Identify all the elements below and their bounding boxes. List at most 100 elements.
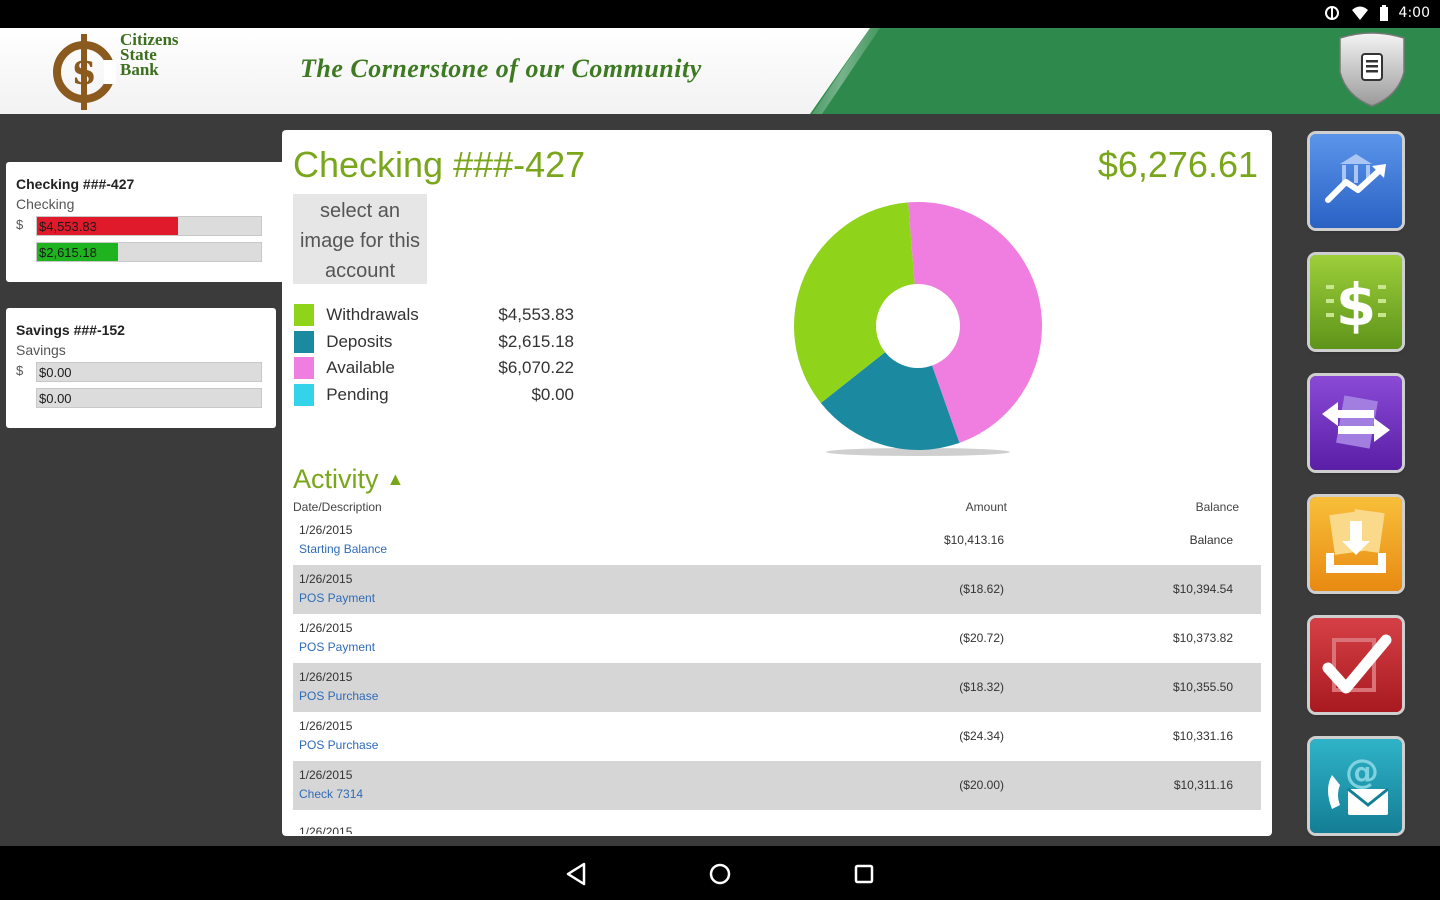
currency-prefix: $ [16, 363, 24, 378]
activity-balance: $10,355.50 [1172, 680, 1233, 694]
activity-amount: ($18.32) [959, 680, 1004, 694]
deposit-download-icon [1326, 509, 1386, 573]
account-card-checking[interactable]: Checking ###-427 Checking $ $4,553.83 $2… [6, 162, 282, 282]
wifi-icon [1351, 6, 1368, 20]
activity-row[interactable]: 1/26/2015 Check 7314 ($20.00) $10,311.16 [293, 761, 1261, 810]
svg-text:S: S [72, 54, 95, 92]
activity-amount: ($24.34) [959, 729, 1004, 743]
mobile-deposit-button[interactable] [1310, 497, 1402, 591]
deposits-bar: $0.00 [16, 388, 266, 410]
activity-row[interactable]: 1/26/2015 POS Payment ($18.62) $10,394.54 [293, 565, 1261, 614]
svg-text:@: @ [1345, 752, 1379, 792]
accounts-overview-button[interactable] [1310, 134, 1402, 228]
activity-amount: ($18.62) [959, 582, 1004, 596]
recent-apps-icon[interactable] [850, 860, 878, 888]
bank-name-line3: Bank [120, 60, 159, 79]
battery-icon [1379, 5, 1388, 21]
chart-shadow [826, 448, 1010, 456]
activity-date: 1/26/2015 [299, 670, 353, 684]
bank-name-line2: State [120, 45, 157, 64]
activity-amount: ($20.00) [959, 778, 1004, 792]
pie-slice-withdrawals[interactable] [794, 202, 918, 404]
legend-label: Available [326, 358, 395, 378]
legend-swatch [294, 304, 315, 327]
activity-section-header[interactable]: Activity ▲ [293, 464, 404, 495]
account-type: Savings [16, 342, 66, 358]
back-icon[interactable] [562, 860, 590, 888]
account-type: Checking [16, 196, 75, 212]
legend-item-withdrawals: Withdrawals $4,553.83 [294, 302, 574, 329]
bank-name-line1: Citizens [120, 30, 179, 49]
activity-row[interactable]: 1/26/2015 POS Payment ($20.72) $10,373.82 [293, 614, 1261, 663]
legend-swatch [294, 383, 315, 406]
activity-balance: $10,373.82 [1172, 631, 1233, 645]
bar-fill [37, 243, 118, 261]
activity-table-header: Date/Description Amount Balance [293, 500, 1261, 516]
activity-row[interactable]: 1/26/2015 POS Purchase ($24.34) $10,331.16 [293, 712, 1261, 761]
dollar-icon: $ [1326, 271, 1386, 339]
legend-label: Withdrawals [326, 305, 419, 325]
account-title: Checking ###-427 [16, 176, 135, 192]
account-balance: $6,276.61 [1097, 144, 1258, 185]
bar-label: $4,553.83 [39, 219, 97, 234]
partial-row-date: 1/26/2015 [299, 825, 353, 834]
activity-date: 1/26/2015 [299, 621, 353, 635]
contact-phone-mail-icon: @ [1328, 752, 1389, 815]
legend-item-pending: Pending $0.00 [294, 382, 574, 409]
activity-description[interactable]: POS Purchase [299, 738, 379, 752]
activity-balance: Balance [1189, 533, 1233, 547]
legend-value: $6,070.22 [498, 358, 574, 378]
balance-donut-chart[interactable] [790, 198, 1046, 468]
currency-prefix: $ [16, 217, 24, 232]
legend-swatch [294, 330, 315, 353]
checks-button[interactable] [1310, 618, 1402, 712]
pay-bills-button[interactable]: $ [1310, 255, 1402, 349]
lock-icon[interactable] [1336, 32, 1408, 108]
bank-chart-icon [1325, 154, 1386, 203]
bar-track: $2,615.18 [36, 242, 262, 262]
withdrawals-bar: $ $0.00 [16, 362, 266, 384]
contact-button[interactable]: @ [1310, 739, 1402, 833]
legend-swatch [294, 357, 315, 380]
activity-description[interactable]: POS Payment [299, 640, 376, 654]
home-icon[interactable] [706, 860, 734, 888]
bar-track: $0.00 [36, 362, 262, 382]
pie-slice-available[interactable] [908, 202, 1042, 443]
activity-date: 1/26/2015 [299, 768, 353, 782]
svg-text:$: $ [1336, 271, 1376, 339]
activity-row[interactable]: 1/26/2015 Starting Balance $10,413.16 Balan… [293, 516, 1261, 565]
app-header: S Citizens State Bank The Cornerstone of… [0, 28, 1440, 114]
activity-description[interactable]: Check 7314 [299, 787, 364, 801]
bar-track: $0.00 [36, 388, 262, 408]
bar-track: $4,553.83 [36, 216, 262, 236]
legend-label: Deposits [326, 331, 393, 351]
bar-label: $0.00 [39, 365, 72, 380]
activity-balance: $10,311.16 [1173, 778, 1233, 792]
bank-tagline: The Cornerstone of our Community [300, 54, 702, 83]
android-nav-bar [0, 846, 1440, 900]
column-header-date: Date/Description [293, 500, 382, 514]
activity-description[interactable]: POS Payment [299, 591, 376, 605]
bar-label: $2,615.18 [39, 245, 97, 260]
account-title: Savings ###-152 [16, 322, 125, 338]
activity-date: 1/26/2015 [299, 572, 353, 586]
legend-value: $0.00 [531, 384, 574, 404]
legend-label: Pending [326, 384, 389, 404]
activity-title: Activity [293, 464, 379, 494]
activity-date: 1/26/2015 [299, 523, 353, 537]
bank-logo-icon: S [53, 34, 116, 110]
transfer-button[interactable] [1310, 376, 1402, 470]
activity-row[interactable]: 1/26/2015 POS Purchase ($18.32) $10,355.50 [293, 663, 1261, 712]
clock: 4:00 [1398, 5, 1430, 21]
withdrawals-bar: $ $4,553.83 [16, 216, 272, 238]
account-card-savings[interactable]: Savings ###-152 Savings $ $0.00 $0.00 [6, 308, 276, 428]
activity-amount: ($20.72) [959, 631, 1004, 645]
activity-description[interactable]: Starting Balance [299, 542, 388, 556]
activity-description[interactable]: POS Purchase [299, 689, 379, 703]
bank-logo: S Citizens State Bank [52, 30, 222, 110]
select-image-button[interactable]: select an image for this account [293, 194, 427, 284]
activity-amount: $10,413.16 [943, 533, 1004, 547]
activity-balance: $10,394.54 [1172, 582, 1233, 596]
vibrate-icon [1324, 6, 1339, 20]
legend-value: $2,615.18 [498, 331, 574, 351]
